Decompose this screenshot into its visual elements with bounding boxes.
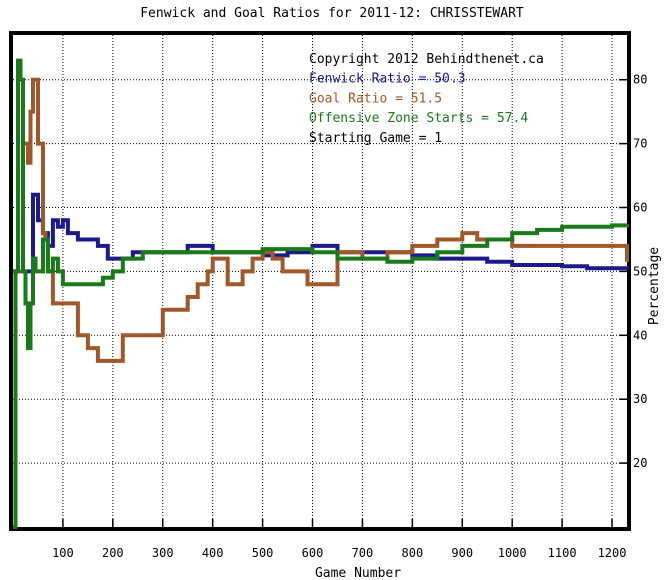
y-axis-title: Percentage (647, 247, 662, 325)
y-tick-label: 60 (633, 201, 647, 215)
x-tick-label: 200 (102, 546, 124, 560)
legend: Copyright 2012 Behindthenet.ca Fenwick Ra… (309, 52, 544, 146)
x-axis-title: Game Number (315, 566, 401, 580)
x-tick-label: 900 (451, 546, 473, 560)
y-tick-label: 20 (633, 456, 647, 470)
x-axis-ticks: 100 200 300 400 500 600 700 800 900 1000 1100 1200 (52, 546, 626, 560)
x-tick-label: 600 (302, 546, 324, 560)
legend-line-4: Starting Game = 1 (309, 131, 442, 146)
y-axis-ticks: 20 30 40 50 60 70 80 (633, 73, 647, 470)
y-tick-label: 50 (633, 264, 647, 278)
series-line-1 (13, 77, 629, 363)
x-tick-label: 800 (402, 546, 424, 560)
x-tick-label: 1100 (548, 546, 577, 560)
x-tick-label: 700 (352, 546, 374, 560)
y-tick-label: 80 (633, 73, 647, 87)
y-tick-label: 30 (633, 392, 647, 406)
x-tick-label: 400 (202, 546, 224, 560)
series-line-0 (13, 192, 629, 274)
plot-area (9, 31, 631, 531)
x-tick-label: 1200 (598, 546, 627, 560)
legend-line-1: Fenwick Ratio = 50.3 (309, 72, 466, 87)
legend-line-2: Goal Ratio = 51.5 (309, 91, 442, 106)
series-layer (13, 58, 629, 529)
y-tick-label: 40 (633, 328, 647, 342)
legend-line-3: Offensive Zone Starts = 57.4 (309, 111, 528, 126)
y-tick-label: 70 (633, 137, 647, 151)
series-line-2 (13, 58, 629, 529)
chart-title: Fenwick and Goal Ratios for 2011-12: CHR… (140, 6, 524, 21)
x-tick-label: 1000 (498, 546, 527, 560)
x-tick-label: 500 (252, 546, 274, 560)
legend-line-0: Copyright 2012 Behindthenet.ca (309, 52, 544, 67)
x-tick-label: 100 (52, 546, 74, 560)
x-tick-label: 300 (152, 546, 174, 560)
